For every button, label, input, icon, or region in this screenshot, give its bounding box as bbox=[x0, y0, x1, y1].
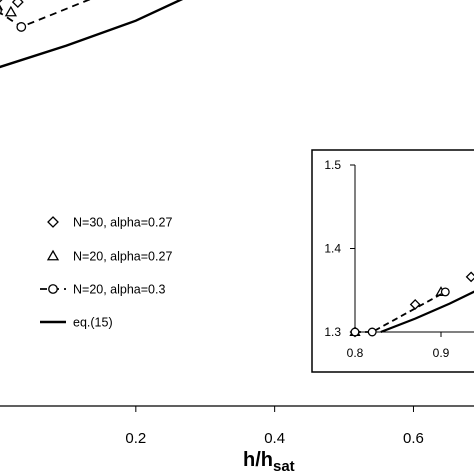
series-eq-15 bbox=[0, 0, 184, 69]
legend-item-n-20-alpha-0-27: N=20, alpha=0.27 bbox=[46, 249, 172, 264]
legend-label: N=20, alpha=0.3 bbox=[73, 283, 165, 297]
legend-marker bbox=[48, 284, 58, 294]
inset-data-point bbox=[367, 327, 377, 337]
data-point bbox=[4, 5, 18, 17]
legend-label: N=20, alpha=0.27 bbox=[73, 250, 172, 264]
legend: N=30, alpha=0.27 N=20, alpha=0.27 N=20, al… bbox=[40, 216, 172, 330]
legend-item-n-20-alpha-0-3: N=20, alpha=0.3 bbox=[40, 283, 165, 297]
inset-data-point bbox=[465, 271, 474, 283]
data-point bbox=[16, 22, 27, 32]
inset-ticks: 1.3 1.4 1.5 0.8 0.9 bbox=[324, 158, 449, 360]
series-line bbox=[0, 0, 184, 69]
inset-series-line bbox=[380, 290, 474, 334]
x-tick-label: 0.4 bbox=[264, 430, 285, 447]
main-series bbox=[0, 0, 184, 69]
legend-item-n-30-alpha-0-27: N=30, alpha=0.27 bbox=[47, 216, 172, 230]
inset-x-tick-label: 0.8 bbox=[347, 346, 364, 360]
legend-marker bbox=[47, 216, 59, 228]
inset-y-tick-label: 1.4 bbox=[324, 242, 341, 256]
inset-series-line bbox=[355, 291, 446, 333]
inset-series-n-20-alpha-0-3 bbox=[350, 287, 450, 337]
inset-y-tick-label: 1.3 bbox=[324, 325, 341, 339]
inset-x-tick-label: 0.9 bbox=[433, 346, 450, 360]
x-tick-label: 0.6 bbox=[403, 430, 424, 447]
legend-marker bbox=[46, 249, 60, 261]
legend-label: N=30, alpha=0.27 bbox=[73, 216, 172, 230]
inset-y-tick-label: 1.5 bbox=[324, 158, 341, 172]
x-tick-label: 0.2 bbox=[125, 430, 146, 447]
data-point bbox=[11, 0, 24, 8]
x-axis-title: h/hsat bbox=[243, 449, 295, 474]
inset-data-point bbox=[350, 327, 360, 337]
data-point bbox=[0, 0, 3, 3]
series-n-30-alpha-0-27 bbox=[0, 0, 24, 8]
inset-series-eq-15 bbox=[380, 290, 474, 334]
inset-frame bbox=[311, 149, 474, 373]
inset-data-point bbox=[440, 287, 450, 297]
x-axis-ticks: 0.20.40.60.8 bbox=[125, 406, 424, 447]
legend-item-eq-15: eq.(15) bbox=[40, 316, 113, 330]
legend-label: eq.(15) bbox=[73, 316, 113, 330]
inset-series bbox=[349, 271, 474, 338]
data-point bbox=[0, 6, 2, 15]
inset-plot: 1.3 1.4 1.5 0.8 0.9 bbox=[311, 149, 474, 373]
series-n-20-alpha-0-3 bbox=[0, 0, 91, 32]
